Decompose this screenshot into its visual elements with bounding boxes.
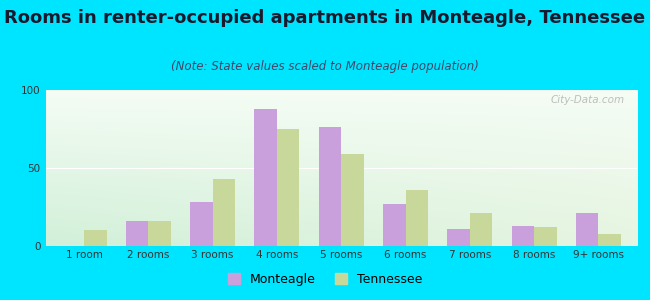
Bar: [84, 230, 107, 246]
Legend: Monteagle, Tennessee: Monteagle, Tennessee: [222, 268, 428, 291]
Bar: [576, 213, 599, 246]
Bar: [190, 202, 213, 246]
Bar: [406, 190, 428, 246]
Bar: [254, 109, 277, 246]
Bar: [447, 229, 470, 246]
Bar: [599, 233, 621, 246]
Bar: [512, 226, 534, 246]
Text: (Note: State values scaled to Monteagle population): (Note: State values scaled to Monteagle …: [171, 60, 479, 73]
Bar: [318, 128, 341, 246]
Bar: [470, 213, 492, 246]
Bar: [126, 221, 148, 246]
Bar: [341, 154, 364, 246]
Bar: [277, 129, 300, 246]
Bar: [534, 227, 556, 246]
Text: Rooms in renter-occupied apartments in Monteagle, Tennessee: Rooms in renter-occupied apartments in M…: [5, 9, 645, 27]
Bar: [148, 221, 171, 246]
Text: City-Data.com: City-Data.com: [551, 95, 625, 105]
Bar: [383, 204, 406, 246]
Bar: [213, 179, 235, 246]
